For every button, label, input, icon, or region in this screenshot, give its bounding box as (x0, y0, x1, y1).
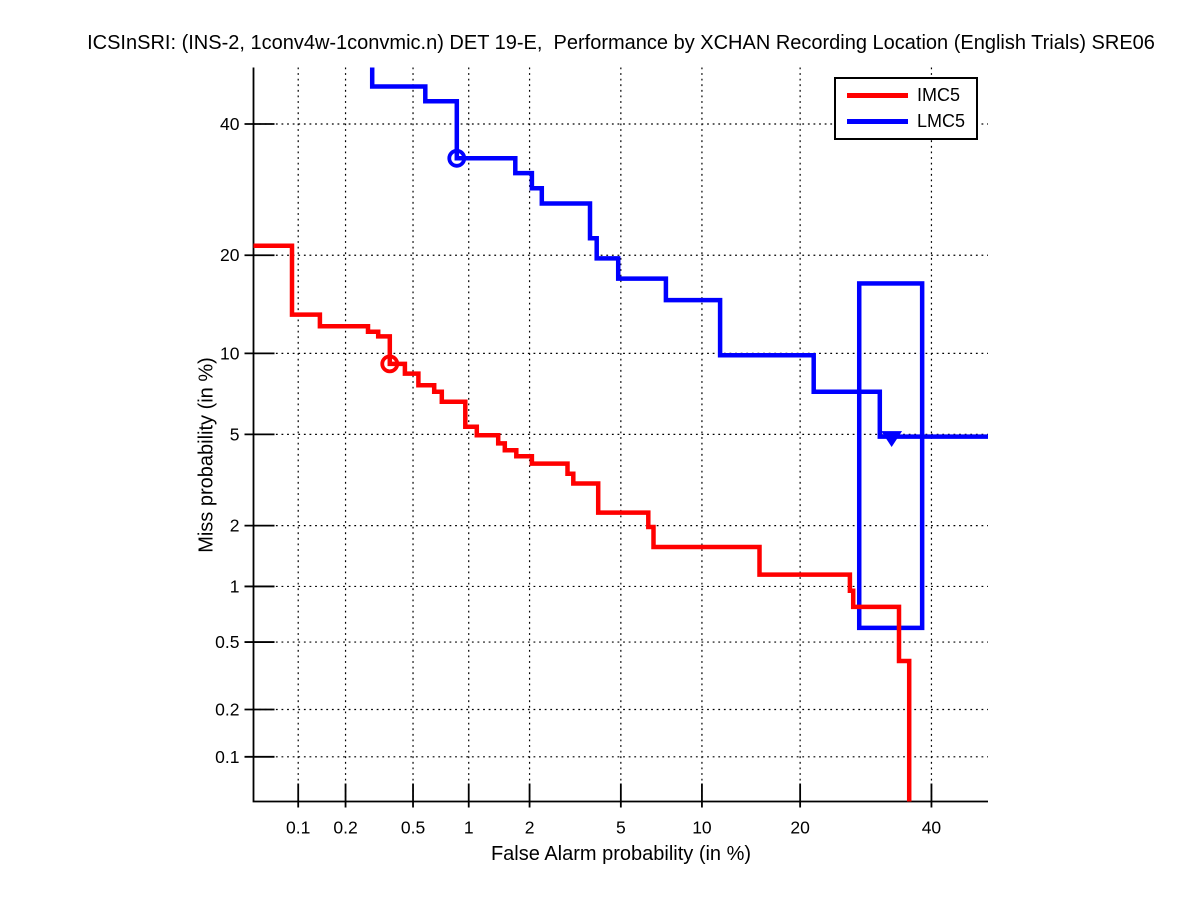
legend-line-sample-lmc5 (847, 119, 908, 125)
y-tick-label: 0.5 (215, 632, 239, 652)
y-tick-label: 5 (230, 424, 240, 444)
legend-label-imc5: IMC5 (917, 84, 961, 105)
plot-title: ICSInSRI: (INS-2, 1conv4w-1convmic.n) DE… (87, 32, 1155, 54)
y-tick-label: 0.1 (215, 747, 239, 767)
legend: IMC5 LMC5 (834, 77, 978, 140)
x-tick-label: 5 (616, 818, 626, 838)
y-axis-label: Miss probability (in %) (195, 357, 218, 553)
x-tick-label: 20 (790, 818, 810, 838)
axis-line (252, 67, 988, 803)
det-curve-LMC5 (369, 67, 988, 439)
marker-circle-LMC5 (447, 148, 467, 168)
y-tick-label: 20 (220, 245, 240, 265)
x-tick-label: 0.1 (286, 818, 310, 838)
y-tick-label: 1 (230, 576, 240, 596)
dcf-box (856, 281, 925, 631)
x-tick-label: 2 (525, 818, 535, 838)
legend-row-lmc5: LMC5 (847, 111, 976, 132)
y-tick-label: 0.2 (215, 700, 239, 720)
y-tick-label: 2 (230, 516, 240, 536)
legend-label-lmc5: LMC5 (917, 111, 966, 132)
legend-row-imc5: IMC5 (847, 85, 976, 106)
x-tick-label: 0.2 (333, 818, 357, 838)
x-tick-label: 10 (692, 818, 712, 838)
det-curve-IMC5 (253, 243, 912, 802)
marker-circle-IMC5 (380, 354, 400, 374)
marker-triangle-LMC5 (881, 431, 903, 448)
x-tick-label: 0.5 (401, 818, 425, 838)
y-tick-label: 40 (220, 114, 240, 134)
y-tick-label: 10 (220, 343, 240, 363)
legend-line-sample-imc5 (847, 92, 908, 98)
x-axis-label: False Alarm probability (in %) (490, 843, 752, 865)
x-tick-label: 40 (922, 818, 942, 838)
x-tick-label: 1 (464, 818, 474, 838)
